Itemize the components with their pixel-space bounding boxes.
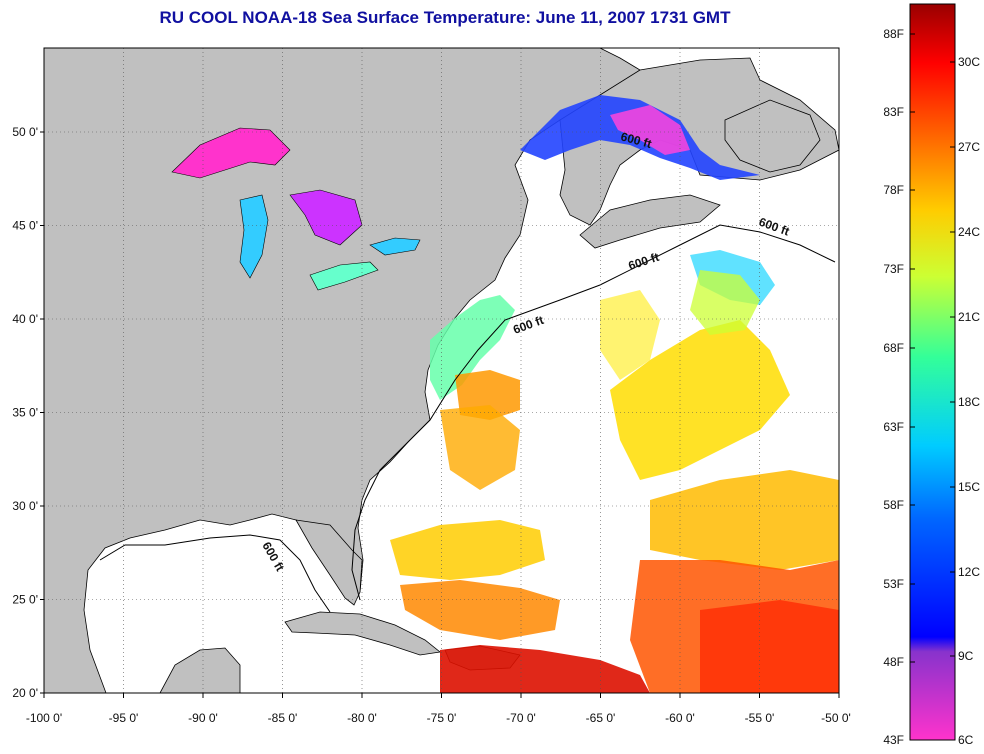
colorbar-label-f: 73F <box>883 262 904 276</box>
colorbar-label-f: 48F <box>883 655 904 669</box>
st-lawrence-warm-patch <box>610 105 690 155</box>
lon-label: -60 0' <box>665 711 695 725</box>
colorbar-label-f: 68F <box>883 341 904 355</box>
graticule <box>44 48 839 693</box>
colorbar-label-c: 24C <box>958 225 980 239</box>
isobath-line-gulf <box>99 534 331 613</box>
colorbar-label-f: 53F <box>883 577 904 591</box>
colorbar-label-f: 88F <box>883 27 904 41</box>
mid-atlantic-shelf-sst <box>430 295 515 400</box>
cuba-land <box>284 611 441 656</box>
colorbar-label-f: 63F <box>883 420 904 434</box>
lon-label: -70 0' <box>506 711 536 725</box>
lat-label: 50 0' <box>12 125 38 139</box>
lat-label: 35 0' <box>12 406 38 420</box>
lon-label: -75 0' <box>427 711 457 725</box>
lon-label: -85 0' <box>268 711 298 725</box>
east-atlantic-sst-1 <box>650 470 839 570</box>
lat-label: 20 0' <box>12 686 38 700</box>
nova-scotia-land <box>579 194 721 249</box>
sargasso-sst-1 <box>390 520 545 580</box>
colorbar-label-c: 18C <box>958 395 980 409</box>
offshore-sst-2 <box>690 270 760 335</box>
east-atlantic-sst-3 <box>700 600 839 693</box>
colorbar-label-c: 21C <box>958 310 980 324</box>
colorbar-label-f: 83F <box>883 105 904 119</box>
offshore-sst-3 <box>440 405 520 490</box>
colorbar <box>909 3 956 741</box>
caribbean-sst <box>440 645 650 693</box>
lon-label: -90 0' <box>188 711 218 725</box>
lon-label: -80 0' <box>347 711 377 725</box>
lon-label: -65 0' <box>586 711 616 725</box>
lat-label: 40 0' <box>12 312 38 326</box>
sargasso-sst-2 <box>400 580 560 640</box>
lake-ontario <box>369 237 421 256</box>
lon-label: -100 0' <box>26 711 62 725</box>
colorbar-label-c: 15C <box>958 480 980 494</box>
newfoundland-land <box>724 99 821 173</box>
isobath-line-atlantic <box>351 224 836 601</box>
colorbar-label-f: 78F <box>883 183 904 197</box>
lake-erie <box>309 261 379 291</box>
lat-label: 30 0' <box>12 499 38 513</box>
yucatan-land <box>159 647 241 693</box>
lat-label: 45 0' <box>12 219 38 233</box>
colorbar-label-c: 30C <box>958 55 980 69</box>
north-america-land <box>44 48 641 693</box>
map-title: RU COOL NOAA-18 Sea Surface Temperature:… <box>159 8 731 27</box>
lat-label: 25 0' <box>12 593 38 607</box>
florida-land <box>295 519 363 606</box>
offshore-sst-1 <box>610 320 790 480</box>
lake-superior <box>171 127 291 179</box>
lake-michigan <box>239 194 269 279</box>
lon-label: -95 0' <box>109 711 139 725</box>
lake-huron <box>289 189 363 246</box>
lon-label: -50 0' <box>821 711 851 725</box>
colorbar-label-c: 6C <box>958 733 974 747</box>
colorbar-label-c: 9C <box>958 649 974 663</box>
colorbar-label-f: 43F <box>883 733 904 747</box>
colorbar-label-c: 27C <box>958 140 980 154</box>
colorbar-label-f: 58F <box>883 498 904 512</box>
colorbar-label-c: 12C <box>958 565 980 579</box>
mid-ocean-sst <box>600 290 660 380</box>
lon-label: -55 0' <box>745 711 775 725</box>
